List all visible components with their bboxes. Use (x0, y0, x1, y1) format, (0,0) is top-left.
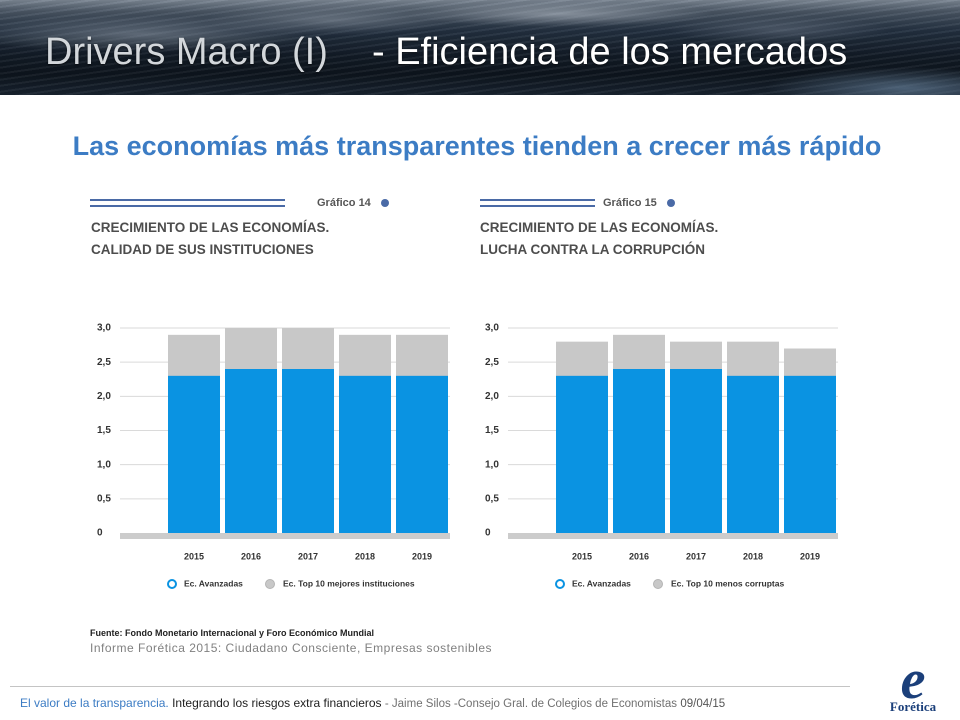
bar-ec-avanzadas-2017 (282, 369, 334, 533)
x-tick-label: 2017 (686, 551, 706, 561)
y-tick-label: 0 (485, 528, 491, 539)
logo-mark: e (900, 649, 926, 711)
bar-ec-avanzadas-2016 (225, 369, 277, 533)
chart-title-line: CALIDAD DE SUS INSTITUCIONES (91, 242, 314, 257)
y-tick-label: 1,5 (97, 425, 111, 436)
chart-14-plot: 0 0,5 1,0 1,5 2,0 2,5 3,0 2015 2016 2017 2018 2019 E… (97, 323, 450, 589)
source-text: Fondo Monetario Internacional y Foro Eco… (125, 628, 375, 638)
y-tick-label: 1,0 (485, 459, 499, 470)
chart-14-title: CRECIMIENTO DE LAS ECONOMÍAS. CALIDAD DE… (91, 217, 329, 261)
legend-label: Ec. Top 10 menos corruptas (671, 578, 784, 588)
chart-title-line: LUCHA CONTRA LA CORRUPCIÓN (480, 242, 705, 257)
footer-subtopic: Integrando los riesgos extra financieros (172, 696, 382, 710)
bar-ec-avanzadas-2018 (727, 375, 779, 533)
y-tick-label: 2,0 (97, 391, 111, 402)
source-note: Fuente: Fondo Monetario Internacional y … (90, 627, 374, 639)
chart-number-label: Gráfico 14 (317, 197, 371, 209)
x-tick-label: 2018 (355, 551, 375, 561)
chart-marker-dot (380, 199, 389, 207)
slide-title-topic: - Eficiencia de los mercados (372, 31, 848, 73)
foretica-logo: e Forética (878, 649, 948, 714)
x-tick-label: 2016 (629, 551, 649, 561)
chart-title-line: CRECIMIENTO DE LAS ECONOMÍAS. (480, 220, 719, 235)
chart-number-label: Gráfico 15 (603, 197, 657, 209)
x-tick-label: 2016 (241, 551, 261, 561)
y-tick-label: 0,5 (485, 493, 499, 504)
y-tick-label: 2,0 (485, 391, 499, 402)
legend-marker-ec-top-10-menos-corruptas (653, 579, 663, 589)
x-axis-baseline (508, 533, 838, 539)
source-label: Fuente: (90, 628, 123, 638)
chart-title-line: CRECIMIENTO DE LAS ECONOMÍAS. (91, 220, 330, 235)
x-tick-label: 2018 (743, 551, 763, 561)
chart-15-title: CRECIMIENTO DE LAS ECONOMÍAS. LUCHA CONT… (480, 217, 718, 261)
legend-marker-ec-top-10-mejores-instituciones (265, 579, 275, 589)
bar-ec-avanzadas-2019 (396, 375, 448, 533)
y-tick-label: 3,0 (97, 323, 111, 334)
bar-ec-avanzadas-2017 (670, 369, 722, 533)
legend-marker-ec-avanzadas (555, 579, 565, 589)
y-tick-label: 0,5 (97, 493, 111, 504)
chart-14-header: Gráfico 14 (90, 195, 389, 211)
slide-title-main: Drivers Macro (I) (45, 31, 328, 73)
legend-marker-ec-avanzadas (167, 579, 177, 589)
bar-ec-avanzadas-2018 (339, 375, 391, 533)
y-tick-label: 2,5 (485, 357, 499, 368)
chart-header-rule (90, 199, 285, 207)
slide-subtitle: Las economías más transparentes tienden … (72, 131, 882, 161)
report-reference: Informe Forética 2015: Ciudadano Conscie… (90, 641, 493, 655)
bar-ec-avanzadas-2015 (168, 375, 220, 533)
footer-topic: El valor de la transparencia. (20, 696, 169, 710)
legend-label: Ec. Avanzadas (572, 578, 631, 588)
bar-ec-avanzadas-2016 (613, 369, 665, 533)
x-axis-baseline (120, 533, 450, 539)
legend-label: Ec. Top 10 mejores instituciones (283, 578, 415, 588)
footer-date: 09/04/15 (680, 698, 726, 710)
footer-divider (10, 686, 850, 687)
chart-15-header: Gráfico 15 (480, 195, 675, 211)
y-tick-label: 2,5 (97, 357, 111, 368)
y-tick-label: 1,0 (97, 459, 111, 470)
x-tick-label: 2019 (412, 551, 432, 561)
y-tick-label: 1,5 (485, 425, 499, 436)
legend-label: Ec. Avanzadas (184, 578, 243, 588)
footer-caption: El valor de la transparencia. Integrando… (20, 696, 725, 711)
x-tick-label: 2015 (184, 551, 204, 561)
x-tick-label: 2019 (800, 551, 820, 561)
y-tick-label: 0 (97, 528, 103, 539)
x-tick-label: 2015 (572, 551, 592, 561)
x-tick-label: 2017 (298, 551, 318, 561)
chart-15-plot: 0 0,5 1,0 1,5 2,0 2,5 3,0 2015 2016 2017 2018 2019 E… (485, 323, 838, 589)
chart-header-rule (480, 199, 595, 207)
footer-speaker: - Jaime Silos -Consejo Gral. de Colegios… (384, 698, 677, 710)
bar-ec-avanzadas-2015 (556, 375, 608, 533)
y-tick-label: 3,0 (485, 323, 499, 334)
header-banner (0, 0, 960, 95)
bar-ec-avanzadas-2019 (784, 375, 836, 533)
chart-marker-dot (666, 199, 675, 207)
logo-name: Forética (889, 699, 937, 714)
